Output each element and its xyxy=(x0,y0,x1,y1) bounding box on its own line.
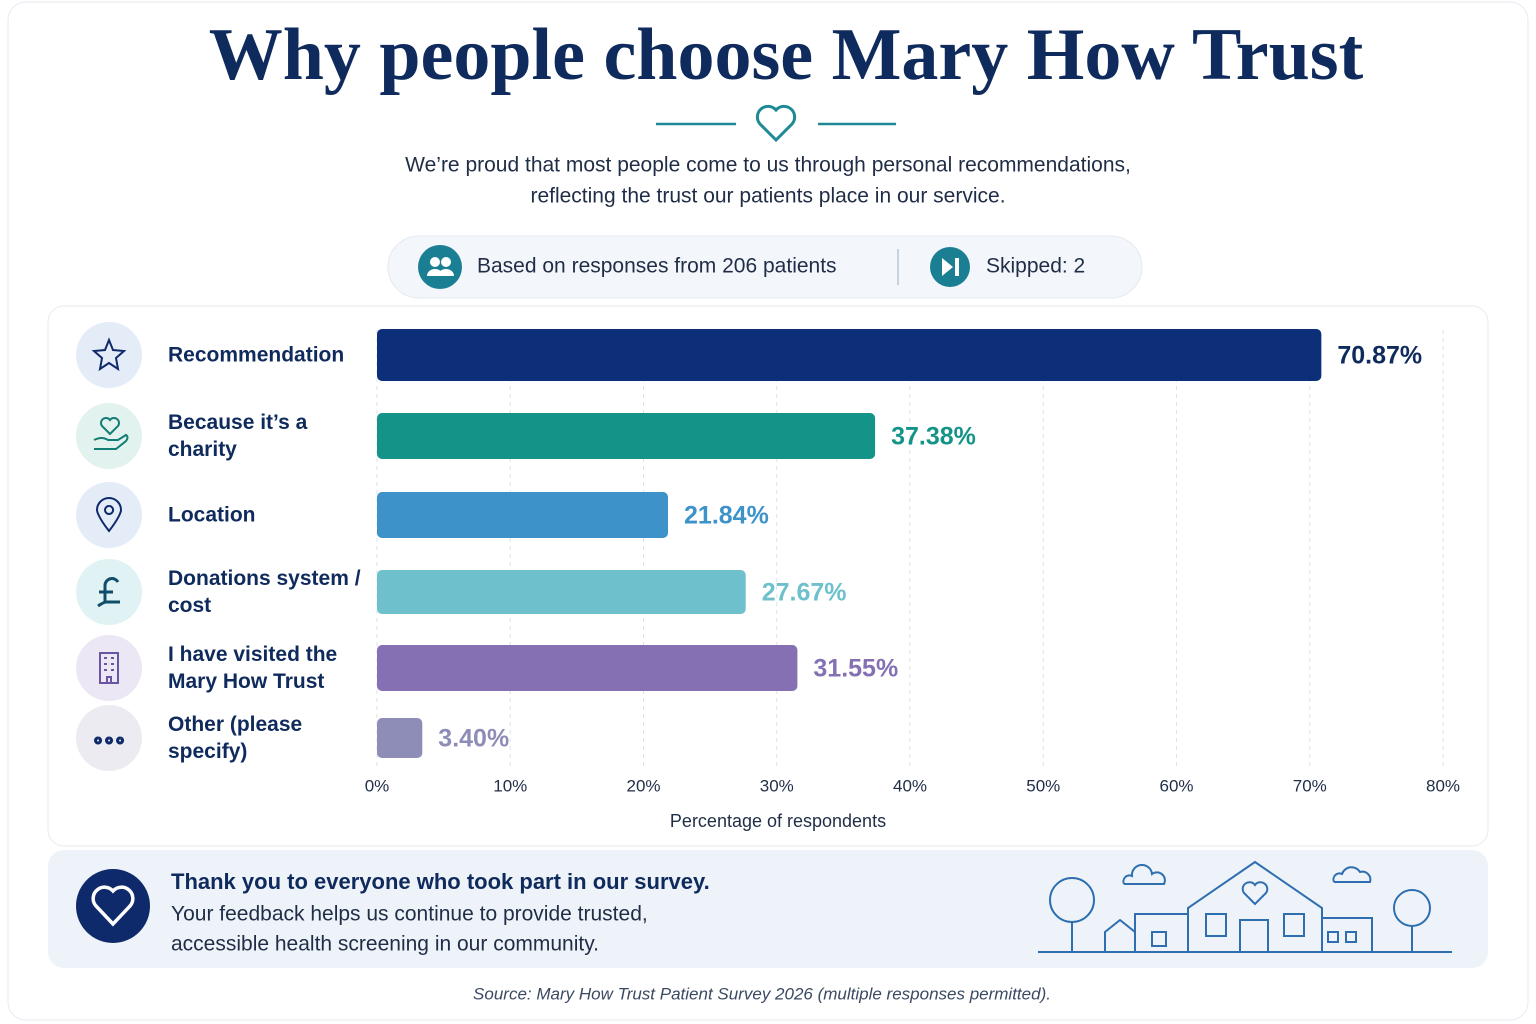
footer-line: Your feedback helps us continue to provi… xyxy=(171,903,648,926)
category-label: I have visited the Mary How Trust xyxy=(168,643,338,693)
category-icon xyxy=(76,635,142,701)
skipped: Skipped: 2 xyxy=(986,255,1085,278)
footer-heading: Thank you to everyone who took part in o… xyxy=(171,869,710,894)
bar xyxy=(377,570,746,614)
heart-badge xyxy=(91,885,135,927)
source: Source: Mary How Trust Patient Survey 20… xyxy=(473,984,1051,1003)
footer-card xyxy=(48,850,1488,968)
x-axis-title: Percentage of respondents xyxy=(670,811,886,831)
category-icon xyxy=(94,736,125,745)
category-icon xyxy=(76,322,142,388)
category-label: Recommendation xyxy=(168,343,345,367)
category-icon xyxy=(76,403,142,469)
x-tick-label: 40% xyxy=(893,776,927,795)
category-icon xyxy=(99,652,119,684)
people-icon xyxy=(430,257,440,267)
x-tick-label: 50% xyxy=(1026,776,1060,795)
category-icon xyxy=(91,337,127,372)
skip-icon xyxy=(942,258,959,276)
subtitle: We’re proud that most people come to us … xyxy=(405,154,1131,177)
value-label: 37.38% xyxy=(891,423,976,451)
heart-badge xyxy=(76,869,150,943)
category-label: Location xyxy=(168,503,256,527)
people-icon xyxy=(441,257,451,267)
x-tick-label: 70% xyxy=(1293,776,1327,795)
bar xyxy=(377,329,1322,381)
category-label: Because it’s a charity xyxy=(168,411,308,461)
responses: Based on responses from 206 patients xyxy=(477,255,837,278)
category-label: Donations system / cost xyxy=(168,567,361,617)
value-label: 31.55% xyxy=(813,655,898,683)
subtitle: reflecting the trust our patients place … xyxy=(530,185,1005,208)
value-label: 27.67% xyxy=(762,579,847,607)
people-icon xyxy=(418,245,462,289)
x-tick-label: 30% xyxy=(760,776,794,795)
category-icon xyxy=(93,417,129,450)
x-tick-label: 60% xyxy=(1159,776,1193,795)
x-tick-label: 0% xyxy=(365,776,390,795)
bar xyxy=(377,718,423,758)
category-icon xyxy=(97,577,120,608)
value-label: 21.84% xyxy=(684,502,769,530)
title: Why people choose Mary How Trust xyxy=(209,14,1364,96)
bar xyxy=(377,413,876,459)
value-label: 70.87% xyxy=(1337,342,1422,370)
value-label: 3.40% xyxy=(438,725,509,753)
bar xyxy=(377,645,798,691)
x-tick-label: 80% xyxy=(1426,776,1460,795)
category-icon xyxy=(76,482,142,548)
category-icon xyxy=(95,497,123,533)
heart-icon xyxy=(755,104,797,143)
people-icon xyxy=(427,269,454,276)
bar xyxy=(377,492,669,538)
x-tick-label: 20% xyxy=(626,776,660,795)
category-label: Other (please specify) xyxy=(168,713,303,763)
footer-line: accessible health screening in our commu… xyxy=(171,933,599,956)
x-tick-label: 10% xyxy=(493,776,527,795)
house-illustration xyxy=(1038,860,1452,953)
